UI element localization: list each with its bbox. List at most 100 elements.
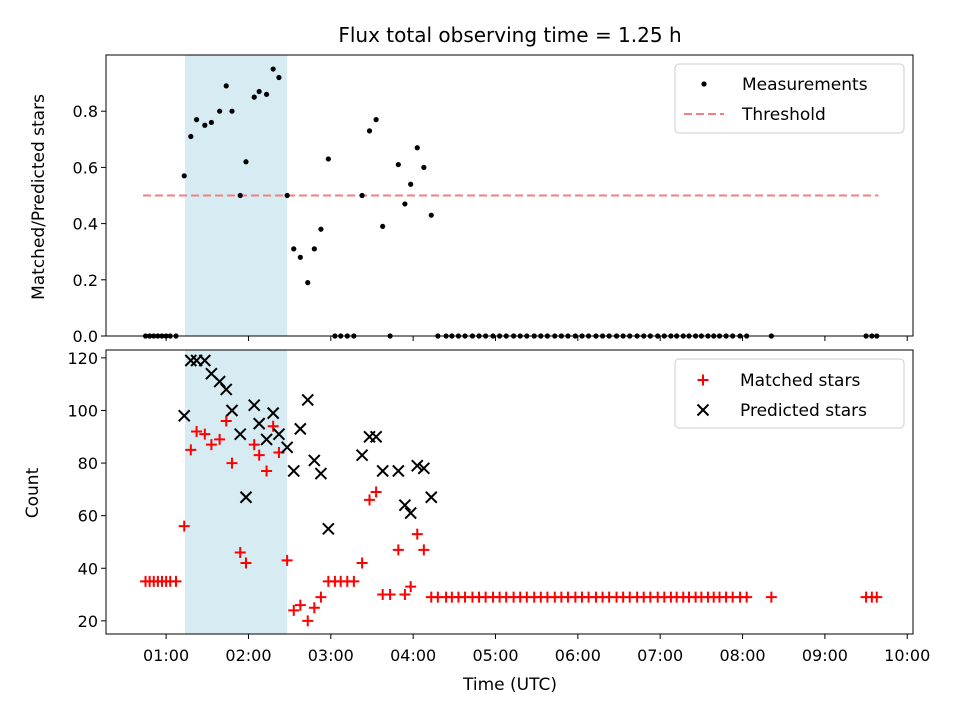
matched-star-point (364, 494, 376, 506)
predicted-star-point (184, 354, 198, 367)
measurement-point (202, 122, 208, 128)
x-tick-label: 06:00 (555, 646, 601, 665)
matched-star-point (348, 575, 360, 587)
matched-star-point (308, 602, 320, 614)
matched-star-point (370, 486, 382, 498)
measurement-point (188, 133, 194, 140)
legend-matched-marker (697, 374, 709, 386)
measurement-point (402, 201, 408, 207)
measurement-point (373, 117, 379, 123)
bottom-y-tick-label: 60 (78, 507, 98, 526)
predicted-star-point (266, 406, 280, 420)
legend-measurements-marker (701, 81, 707, 87)
matched-star-point (205, 439, 217, 451)
measurement-point (217, 108, 223, 114)
predicted-star-point (252, 417, 266, 430)
matched-star-point (871, 591, 883, 603)
bottom-plot-panel: Count Time (UTC) Matched stars Predicted … (23, 349, 930, 695)
measurement-point (263, 91, 270, 97)
x-tick-label: 10:00 (884, 646, 930, 665)
top-y-tick-label: 0.2 (73, 271, 98, 290)
predicted-star-point (392, 464, 405, 478)
legend-predicted-marker (696, 403, 710, 417)
predicted-star-point (280, 441, 294, 454)
legend-matched-label: Matched stars (740, 371, 860, 391)
matched-star-point (288, 604, 300, 616)
matched-star-point (226, 457, 238, 469)
measurement-point (414, 145, 420, 151)
measurement-point (208, 119, 215, 126)
measurement-point (380, 223, 386, 230)
matched-star-point (411, 528, 423, 540)
legend-predicted-label: Predicted stars (740, 401, 867, 421)
predicted-star-point (198, 354, 212, 367)
top-chart-title: Flux total observing time = 1.25 h (338, 23, 681, 47)
predicted-star-point (260, 433, 273, 446)
measurement-point (421, 164, 427, 170)
bottom-axes-frame (105, 349, 914, 635)
measurement-point (251, 94, 257, 100)
x-tick-label: 08:00 (719, 646, 765, 665)
matched-star-point (294, 599, 306, 611)
measurement-point (408, 181, 414, 187)
bottom-y-tick-label: 120 (67, 349, 98, 368)
predicted-star-point (322, 522, 335, 536)
measurement-point (305, 280, 311, 286)
top-y-tick-label: 0.4 (73, 215, 98, 234)
predicted-star-point (355, 448, 369, 462)
matched-star-point (356, 557, 368, 569)
predicted-star-point (287, 464, 300, 478)
matched-star-point (392, 544, 404, 556)
matched-star-point (199, 428, 211, 440)
measurement-point (291, 246, 297, 252)
bottom-legend-box (674, 358, 905, 429)
matched-star-point (405, 581, 417, 593)
predicted-star-point (376, 464, 389, 478)
bottom-y-tick-label: 100 (67, 401, 98, 420)
matched-star-point (384, 589, 396, 601)
matched-star-point (267, 420, 279, 432)
top-highlight-span (185, 55, 288, 336)
top-y-tick-label: 0.8 (73, 102, 98, 121)
measurement-point (359, 192, 365, 199)
x-tick-label: 05:00 (472, 646, 518, 665)
measurement-point (243, 159, 249, 165)
matched-star-point (170, 575, 182, 587)
measurement-point (256, 88, 262, 95)
matched-star-point (178, 520, 190, 532)
measurement-point (311, 246, 317, 252)
predicted-star-point (248, 399, 261, 412)
top-y-tick-label: 0.0 (73, 327, 98, 346)
matched-star-point (281, 554, 293, 566)
predicted-star-point (404, 506, 417, 520)
bottom-y-axis-label: Count (23, 467, 43, 518)
top-axes-frame (105, 54, 914, 337)
measurement-point (276, 74, 282, 81)
bottom-legend: Matched stars Predicted stars (674, 358, 905, 429)
matched-star-point (253, 449, 265, 461)
top-y-axis-label: Matched/Predicted stars (29, 94, 49, 300)
matched-star-point (399, 589, 411, 601)
matched-star-point (214, 433, 226, 445)
bottom-y-tick-label: 80 (78, 454, 98, 473)
x-tick-label: 07:00 (637, 646, 683, 665)
matched-star-point (765, 591, 777, 603)
x-tick-label: 09:00 (802, 646, 848, 665)
legend-threshold-label: Threshold (741, 105, 826, 125)
measurement-point (237, 192, 243, 199)
bottom-y-tick-label: 20 (78, 612, 98, 631)
predicted-star-point (425, 491, 438, 504)
predicted-star-point (417, 462, 431, 475)
predicted-star-point (308, 454, 321, 467)
matched-star-point (741, 591, 753, 603)
predicted-star-point (301, 393, 314, 407)
predicted-star-point (178, 409, 191, 422)
matched-star-point (191, 426, 203, 438)
measurement-point (270, 66, 276, 72)
measurement-point (318, 226, 324, 232)
measurement-point (193, 117, 200, 123)
matched-star-point (248, 439, 260, 451)
predicted-star-point (225, 404, 239, 417)
bottom-highlight-span (185, 350, 288, 634)
